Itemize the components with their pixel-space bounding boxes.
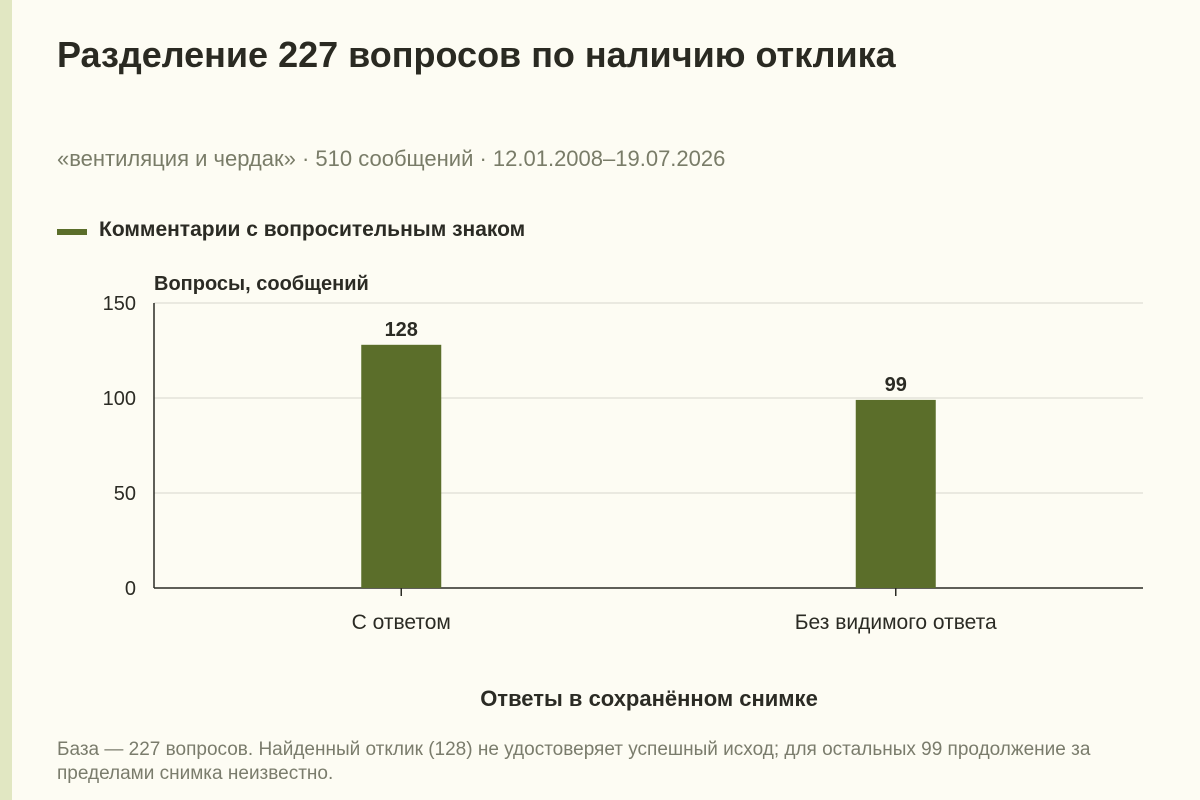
accent-strip — [0, 0, 12, 800]
data-label: 99 — [885, 374, 907, 396]
x-tick-label: Без видимого ответа — [795, 611, 997, 634]
legend-label: Комментарии с вопросительным знаком — [99, 218, 526, 241]
data-label: 128 — [385, 319, 418, 341]
legend-swatch — [57, 228, 87, 235]
footnote: База — 227 вопросов. Найденный отклик (1… — [57, 739, 1091, 784]
bar — [361, 344, 442, 588]
chart-subtitle: «вентиляция и чердак» · 510 сообщений · … — [57, 146, 726, 171]
bar — [855, 399, 936, 588]
y-tick-label: 50 — [114, 483, 136, 505]
x-axis-label: Ответы в сохранённом снимке — [480, 686, 818, 711]
y-tick-label: 150 — [103, 293, 136, 315]
chart-title: Разделение 227 вопросов по наличию откли… — [57, 34, 896, 75]
x-tick-label: С ответом — [352, 611, 451, 634]
legend: Комментарии с вопросительным знаком — [57, 218, 525, 242]
y-tick-label: 0 — [125, 578, 136, 600]
y-axis-label: Вопросы, сообщений — [154, 273, 369, 295]
y-tick-label: 100 — [103, 388, 136, 410]
